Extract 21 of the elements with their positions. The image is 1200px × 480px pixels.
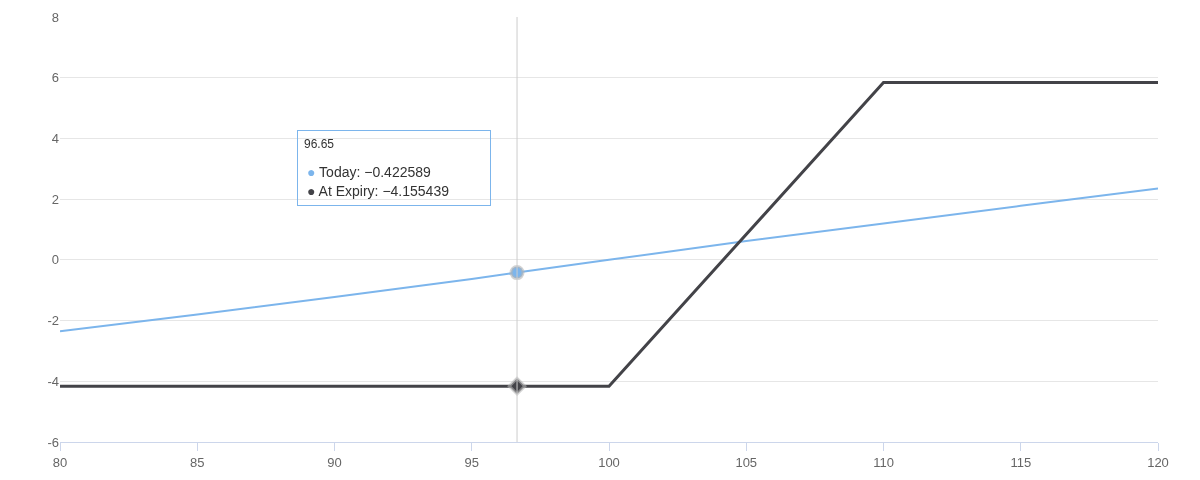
x-tick-label: 110: [873, 454, 894, 470]
line-series: [60, 187, 1158, 333]
y-tick-label: 2: [51, 191, 59, 207]
y-tick-label: 6: [51, 70, 59, 86]
x-tick-label: 95: [464, 454, 479, 470]
y-tick-label: 8: [51, 9, 59, 25]
x-tick-label: 120: [1147, 454, 1169, 470]
x-tick-label: 105: [735, 454, 758, 470]
y-tick-label: -4: [47, 373, 59, 389]
y-tick-label: 4: [51, 130, 59, 146]
annotation: ● At Expiry: −4.155439: [307, 183, 450, 199]
x-tick-label: 100: [598, 454, 620, 470]
x-tick-label: 85: [190, 454, 205, 470]
x-tick-label: 115: [1010, 454, 1032, 470]
y-tick-label: -2: [47, 313, 59, 329]
x-tick-label: 90: [327, 454, 342, 470]
y-tick-label: -6: [47, 434, 59, 450]
annotation: 96.65: [304, 137, 335, 151]
y-tick-label: 0: [51, 252, 59, 268]
annotation: ● Today: −0.422589: [307, 164, 432, 180]
x-tick-label: 80: [52, 454, 68, 470]
